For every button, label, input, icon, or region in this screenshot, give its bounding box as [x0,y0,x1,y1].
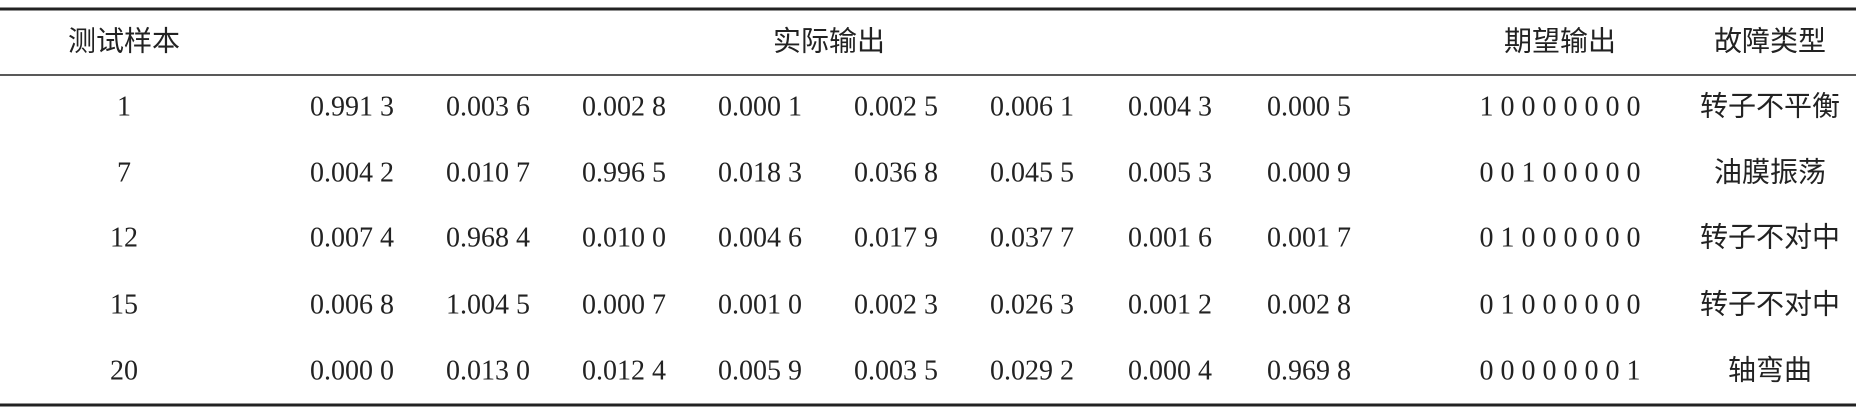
output-cell: 0.007 4 [310,222,394,253]
output-cell: 0.005 3 [1128,157,1212,188]
output-cell: 0.017 9 [854,222,938,253]
output-cell: 0.003 6 [446,91,530,122]
output-cell: 0.010 7 [446,157,530,188]
output-cell: 1.004 5 [446,289,530,320]
sample-cell: 7 [117,157,131,188]
output-cell: 0.969 8 [1267,355,1351,386]
output-cell: 0.037 7 [990,222,1074,253]
output-cell: 0.013 0 [446,355,530,386]
output-cell: 0.001 2 [1128,289,1212,320]
output-cell: 0.000 0 [310,355,394,386]
sample-cell: 1 [117,91,131,122]
output-cell: 0.010 0 [582,222,666,253]
fault-cell: 转子不对中 [1700,221,1840,253]
output-cell: 0.000 9 [1267,157,1351,188]
sample-cell: 20 [110,355,138,386]
output-cell: 0.012 4 [582,355,666,386]
output-cell: 0.002 5 [854,91,938,122]
output-cell: 0.000 7 [582,289,666,320]
sample-cell: 15 [110,289,138,320]
output-cell: 0.002 8 [1267,289,1351,320]
output-cell: 0.004 3 [1128,91,1212,122]
header-cell: 实际输出 [773,25,885,57]
output-cell: 0.001 7 [1267,222,1351,253]
fault-cell: 转子不平衡 [1700,90,1840,122]
output-cell: 0.045 5 [990,157,1074,188]
header-cell: 期望输出 [1504,25,1616,57]
fault-cell: 轴弯曲 [1728,354,1812,386]
output-cell: 0.001 6 [1128,222,1212,253]
output-cell: 0.991 3 [310,91,394,122]
expected-cell: 0 0 1 0 0 0 0 0 [1480,157,1641,188]
output-cell: 0.036 8 [854,157,938,188]
output-cell: 0.001 0 [718,289,802,320]
fault-cell: 转子不对中 [1700,288,1840,320]
output-cell: 0.002 8 [582,91,666,122]
expected-cell: 0 1 0 0 0 0 0 0 [1480,289,1641,320]
output-cell: 0.004 6 [718,222,802,253]
output-cell: 0.000 1 [718,91,802,122]
header-cell: 故障类型 [1714,25,1826,57]
header-cell: 测试样本 [68,25,180,57]
sample-cell: 12 [110,222,138,253]
output-cell: 0.004 2 [310,157,394,188]
fault-cell: 油膜振荡 [1714,156,1826,188]
expected-cell: 0 1 0 0 0 0 0 0 [1480,222,1641,253]
output-cell: 0.018 3 [718,157,802,188]
output-cell: 0.002 3 [854,289,938,320]
output-cell: 0.026 3 [990,289,1074,320]
output-cell: 0.029 2 [990,355,1074,386]
output-cell: 0.005 9 [718,355,802,386]
output-cell: 0.968 4 [446,222,530,253]
output-cell: 0.006 8 [310,289,394,320]
output-cell: 0.000 4 [1128,355,1212,386]
output-cell: 0.000 5 [1267,91,1351,122]
expected-cell: 1 0 0 0 0 0 0 0 [1480,91,1641,122]
output-cell: 0.003 5 [854,355,938,386]
expected-cell: 0 0 0 0 0 0 0 1 [1480,355,1641,386]
output-cell: 0.996 5 [582,157,666,188]
output-cell: 0.006 1 [990,91,1074,122]
